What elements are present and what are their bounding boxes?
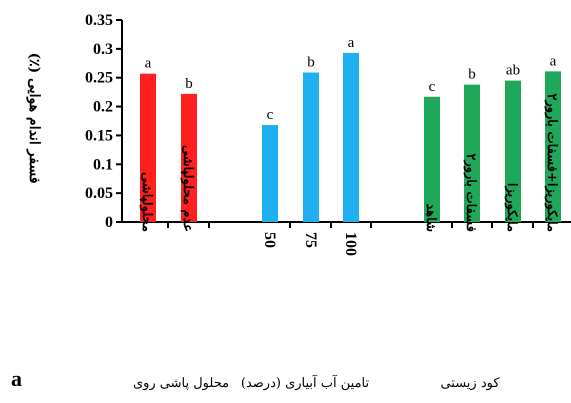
bar xyxy=(181,93,197,222)
bar xyxy=(303,72,319,223)
group-labels: محلول پاشی روی تامین آب آبیاری (درصد) کود … xyxy=(133,374,500,391)
bar xyxy=(343,52,359,223)
bars xyxy=(140,52,561,223)
y-tick-label: 0.35 xyxy=(85,12,113,29)
significance-letter: b xyxy=(307,55,315,71)
category-label: 100 xyxy=(342,232,359,256)
group-label: تامین آب آبیاری (درصد) xyxy=(241,374,370,391)
y-axis: 0 0.05 0.1 0.15 0.2 0.25 0.3 0.35 xyxy=(85,12,571,231)
group-label: محلول پاشی روی xyxy=(133,376,229,391)
category-label: مایکوریزا xyxy=(504,183,519,232)
y-tick-label: 0.3 xyxy=(93,41,113,58)
y-axis-label: فسفر اندام هوایی (٪) xyxy=(26,52,42,183)
significance-letter: c xyxy=(429,79,436,95)
category-label: مایکوریزا+فسفات بارور۲ xyxy=(544,93,559,232)
category-label: 75 xyxy=(302,232,319,248)
bar xyxy=(505,80,521,222)
bar xyxy=(140,73,156,222)
significance-letter: c xyxy=(267,107,274,123)
bar xyxy=(262,125,278,222)
significance-letter: b xyxy=(185,76,193,92)
y-tick-label: 0.25 xyxy=(85,70,113,87)
category-labels: محلولپاشی عدم محلولپاشی 50 75 100 شاهد فسفات ب… xyxy=(139,93,559,256)
y-tick-label: 0.1 xyxy=(93,156,113,173)
y-tick-label: 0 xyxy=(105,214,113,231)
y-tick-label: 0.05 xyxy=(85,185,113,202)
y-tick-label: 0.15 xyxy=(85,127,113,144)
bar xyxy=(545,71,561,222)
category-label: عدم محلولپاشی xyxy=(180,145,195,232)
significance-letter: a xyxy=(550,53,557,69)
significance-letter: b xyxy=(468,67,476,83)
category-label: فسفات بارور۲ xyxy=(463,153,478,232)
significance-letter: a xyxy=(348,35,355,51)
group-label: کود زیستی xyxy=(440,376,500,391)
bar xyxy=(424,96,440,222)
bar xyxy=(464,84,480,222)
category-label: شاهد xyxy=(423,203,438,232)
category-label: 50 xyxy=(261,232,278,248)
significance-letter: ab xyxy=(506,63,520,79)
panel-label: a xyxy=(11,366,22,391)
category-label: محلولپاشی xyxy=(139,172,154,232)
significance-letter: a xyxy=(145,56,152,72)
y-tick-label: 0.2 xyxy=(93,99,113,116)
